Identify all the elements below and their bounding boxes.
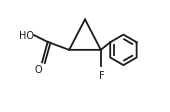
Text: O: O xyxy=(35,65,42,74)
Text: HO: HO xyxy=(19,31,34,41)
Text: F: F xyxy=(99,70,104,80)
